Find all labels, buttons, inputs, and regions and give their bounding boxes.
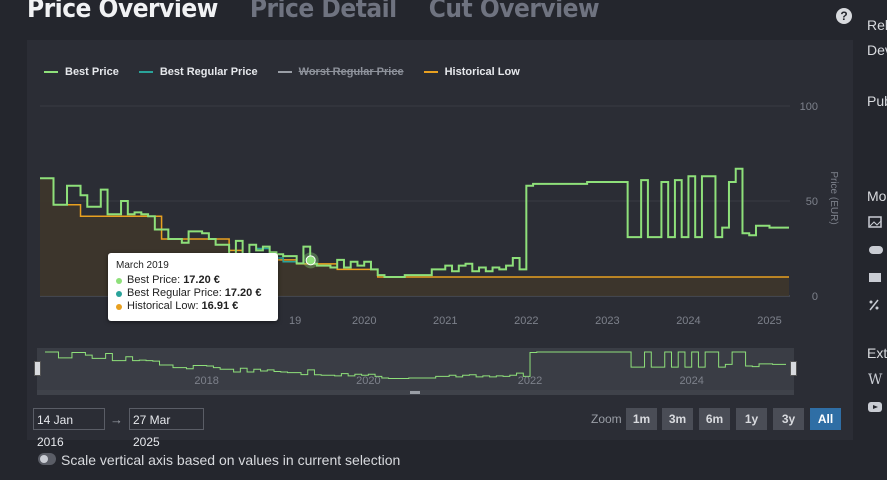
series-dot	[116, 277, 122, 284]
tooltip-value: 17.20 €	[183, 274, 220, 286]
zoom-1m-button[interactable]: 1m	[626, 408, 657, 430]
x-tick-label: 2024	[676, 315, 700, 327]
percent-icon[interactable]	[868, 299, 882, 311]
legend-label: Historical Low	[444, 66, 520, 78]
y-axis-label: Price (EUR)	[828, 171, 839, 224]
navigator-handle-right[interactable]	[790, 361, 797, 376]
series-dot	[116, 290, 122, 297]
x-tick-label: 2020	[352, 315, 376, 327]
range-arrow-icon: →	[110, 412, 123, 427]
tab-price-overview[interactable]: Price Overview	[27, 0, 218, 24]
tab-bar: Price Overview Price Detail Cut Overview	[27, 0, 600, 30]
tooltip-row-best-regular-price: Best Regular Price: 17.20 €	[116, 287, 270, 300]
tooltip-row-best-price: Best Price: 17.20 €	[116, 274, 270, 287]
zoom-6m-button[interactable]: 6m	[699, 408, 730, 430]
legend-label: Best Price	[65, 66, 119, 78]
legend-swatch	[423, 71, 438, 73]
tooltip-date: March 2019	[116, 260, 169, 271]
range-from-input[interactable]: 14 Jan 2016	[33, 408, 105, 449]
scale-axis-toggle[interactable]	[38, 453, 56, 465]
range-to-input[interactable]: 27 Mar 2025	[129, 408, 204, 449]
series-best-price	[40, 167, 789, 278]
sidebar-text-dev: Dev	[867, 42, 887, 58]
x-tick-label: 2021	[433, 315, 457, 327]
sidebar-text-pub: Pub	[867, 93, 887, 109]
series-dot	[116, 303, 122, 310]
legend-worst-regular-price[interactable]: Worst Regular Price	[277, 66, 404, 78]
legend-label: Worst Regular Price	[298, 66, 404, 78]
tooltip-label: Historical Low:	[127, 300, 199, 312]
x-tick-label: 2022	[514, 315, 538, 327]
navigator-handle-left[interactable]	[34, 361, 41, 376]
tooltip-value: 17.20 €	[224, 287, 262, 299]
youtube-icon[interactable]	[868, 401, 882, 413]
y-tick-label: 50	[806, 196, 818, 208]
y-tick-label: 100	[800, 101, 818, 113]
x-tick-label: 19	[289, 315, 301, 327]
tooltip-row-historical-low: Historical Low: 16.91 €	[116, 300, 270, 313]
legend-best-regular-price[interactable]: Best Regular Price	[138, 66, 258, 78]
chart-legend: Best Price Best Regular Price Worst Regu…	[44, 66, 520, 78]
zoom-1y-button[interactable]: 1y	[736, 408, 767, 430]
x-tick-label: 2023	[595, 315, 619, 327]
sidebar-text-ext: Ext	[867, 345, 887, 361]
sidebar-text-mo: Mo	[867, 188, 887, 204]
y-tick-label: 0	[812, 291, 818, 303]
legend-best-price[interactable]: Best Price	[44, 66, 119, 78]
scale-axis-label: Scale vertical axis based on values in c…	[61, 452, 401, 468]
legend-historical-low[interactable]: Historical Low	[423, 66, 520, 78]
tooltip-label: Best Regular Price:	[127, 287, 222, 299]
help-icon[interactable]: ?	[836, 8, 852, 24]
zoom-label: Zoom	[591, 412, 622, 426]
image-icon[interactable]	[868, 216, 882, 228]
zoom-3y-button[interactable]: 3y	[773, 408, 804, 430]
legend-swatch	[277, 71, 292, 73]
tooltip-value: 16.91 €	[201, 300, 239, 312]
wikipedia-icon[interactable]: W	[868, 372, 883, 388]
sidebar-text-rel: Rel	[867, 17, 887, 33]
tooltip-label: Best Price:	[127, 274, 181, 286]
tab-price-detail[interactable]: Price Detail	[249, 0, 397, 24]
box-icon[interactable]	[868, 271, 882, 283]
legend-swatch	[138, 71, 153, 73]
scrollbar-grip[interactable]	[410, 391, 420, 394]
chart-tooltip: March 2019 Best Price: 17.20 € Best Regul…	[108, 253, 278, 321]
gamepad-icon[interactable]	[868, 244, 883, 256]
legend-label: Best Regular Price	[159, 66, 258, 78]
zoom-all-button[interactable]: All	[810, 408, 841, 430]
range-navigator[interactable]	[37, 348, 794, 390]
x-tick-label: 2025	[757, 315, 781, 327]
hover-marker	[305, 255, 316, 266]
zoom-3m-button[interactable]: 3m	[662, 408, 693, 430]
tab-cut-overview[interactable]: Cut Overview	[428, 0, 600, 24]
legend-swatch	[44, 71, 58, 73]
